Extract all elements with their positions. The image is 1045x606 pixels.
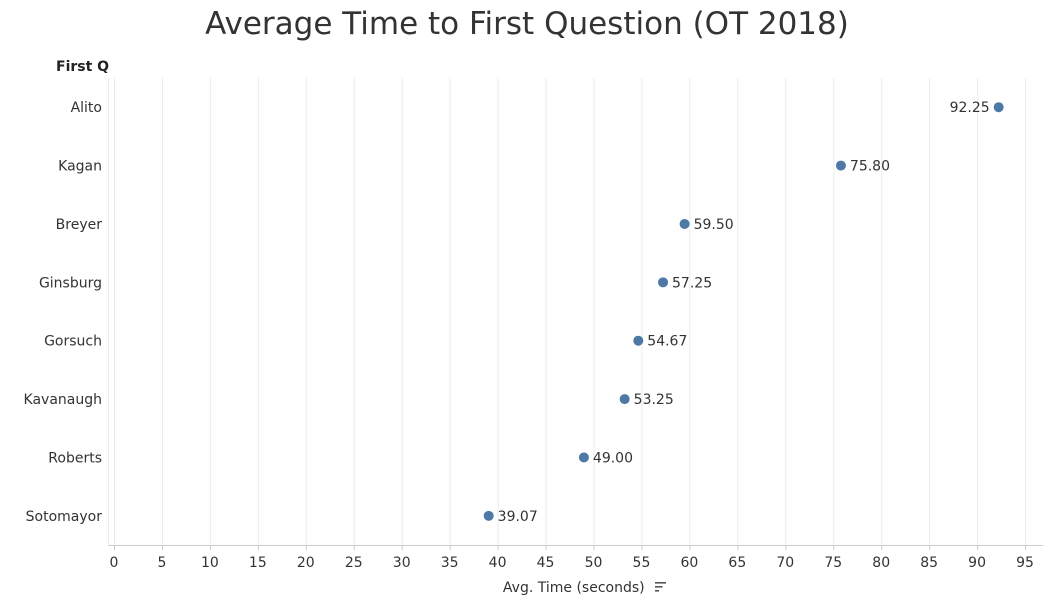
x-tick-label: 0 bbox=[110, 555, 119, 571]
data-point bbox=[658, 277, 669, 288]
x-tick-label: 95 bbox=[1016, 555, 1034, 571]
category-label: Sotomayor bbox=[26, 509, 103, 525]
x-tick-label: 5 bbox=[157, 555, 166, 571]
category-label: Kavanaugh bbox=[24, 392, 102, 408]
x-axis: 0 5 10 15 20 25 30 35 40 45 50 55 60 65 70 75 80 85 90 95 bbox=[108, 78, 1043, 571]
x-tick-label: 50 bbox=[585, 555, 603, 571]
data-point bbox=[993, 102, 1004, 113]
x-tick-label: 35 bbox=[441, 555, 459, 571]
category-label: Alito bbox=[71, 100, 102, 116]
x-tick-label: 80 bbox=[872, 555, 890, 571]
grid-lines bbox=[114, 78, 1027, 545]
data-point bbox=[679, 218, 690, 229]
data-point bbox=[835, 160, 846, 171]
x-tick-label: 70 bbox=[776, 555, 794, 571]
x-tick-label: 60 bbox=[680, 555, 698, 571]
x-tick-label: 15 bbox=[249, 555, 267, 571]
x-tick-label: 85 bbox=[920, 555, 938, 571]
x-axis-title: Avg. Time (seconds) bbox=[502, 580, 645, 596]
x-tick-label: 40 bbox=[489, 555, 507, 571]
data-point bbox=[578, 452, 589, 463]
data-label: 54.67 bbox=[647, 334, 687, 350]
data-point bbox=[483, 510, 494, 521]
category-label: Roberts bbox=[48, 450, 102, 466]
x-tick-label: 45 bbox=[537, 555, 555, 571]
chart-title: Average Time to First Question (OT 2018) bbox=[205, 6, 849, 42]
category-labels: Alito Kagan Breyer Ginsburg Gorsuch Kavanaugh… bbox=[24, 100, 103, 525]
data-label: 39.07 bbox=[498, 509, 538, 525]
x-tick-label: 90 bbox=[968, 555, 986, 571]
x-tick-label: 10 bbox=[201, 555, 219, 571]
category-label: Breyer bbox=[56, 217, 103, 233]
category-label: Gorsuch bbox=[44, 334, 102, 350]
row-header: First Q bbox=[56, 59, 110, 75]
category-label: Kagan bbox=[58, 159, 102, 175]
x-tick-label: 55 bbox=[633, 555, 651, 571]
x-axis-title-wrap: Avg. Time (seconds) bbox=[0, 580, 1045, 596]
data-label: 57.25 bbox=[672, 275, 712, 291]
data-label: 59.50 bbox=[694, 217, 734, 233]
x-tick-label: 25 bbox=[345, 555, 363, 571]
x-tick-label: 30 bbox=[393, 555, 411, 571]
x-tick-label: 75 bbox=[824, 555, 842, 571]
data-label: 49.00 bbox=[593, 450, 633, 466]
x-tick-label: 65 bbox=[728, 555, 746, 571]
sort-descending-icon[interactable] bbox=[655, 580, 667, 596]
data-label: 92.25 bbox=[950, 100, 990, 116]
data-points: 92.25 75.80 59.50 57.25 54.67 53.25 49.00 39.07 bbox=[483, 100, 1004, 525]
data-point bbox=[633, 335, 644, 346]
data-label: 75.80 bbox=[850, 159, 890, 175]
data-point bbox=[619, 394, 630, 405]
category-label: Ginsburg bbox=[39, 275, 102, 291]
x-tick-label: 20 bbox=[297, 555, 315, 571]
data-label: 53.25 bbox=[634, 392, 674, 408]
